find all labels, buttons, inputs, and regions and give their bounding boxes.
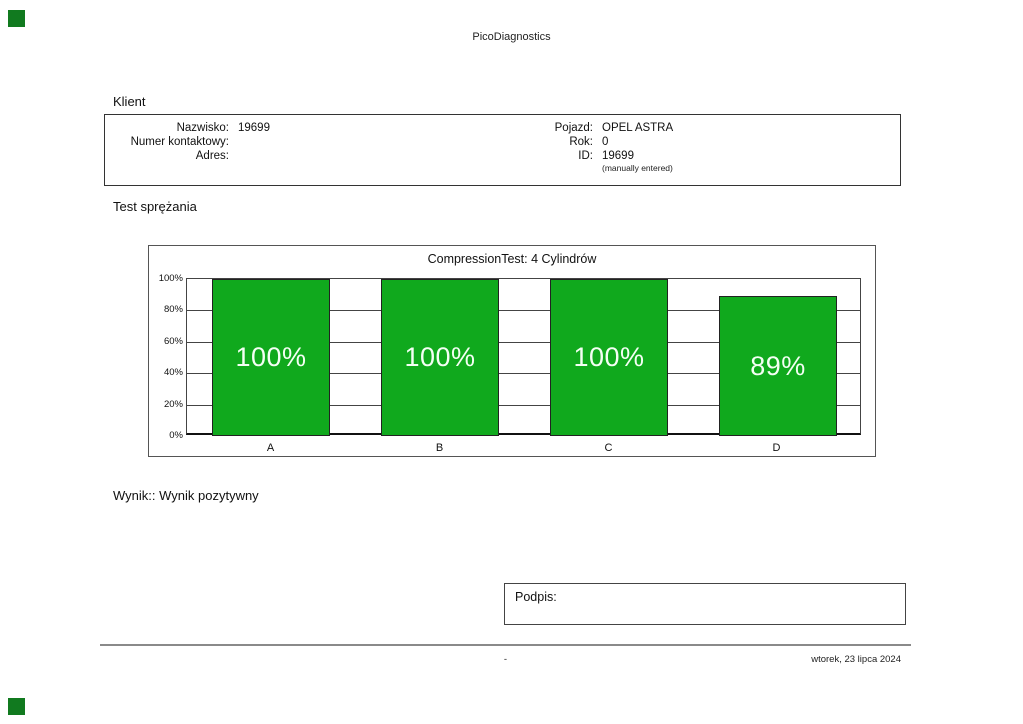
signature-label: Podpis: [515, 590, 557, 604]
result-text: Wynik:: Wynik pozytywny [113, 488, 259, 503]
xtick-label-a: A [266, 442, 275, 454]
field-label: Pojazd: [554, 122, 593, 134]
manually-entered-note: (manually entered) [602, 163, 673, 173]
field-value: 19699 [602, 150, 634, 162]
test-section-heading: Test sprężania [113, 199, 197, 214]
field-label: Rok: [569, 136, 593, 148]
field-value: 0 [602, 136, 609, 148]
field-row-adres: Adres: [105, 149, 525, 163]
report-app-title: PicoDiagnostics [472, 31, 551, 43]
field-row-pojazd: Pojazd: OPEL ASTRA [469, 121, 889, 135]
bar-value-label: 89% [750, 350, 806, 381]
ytick-label: 0% [169, 430, 183, 441]
client-right-fields: Pojazd: OPEL ASTRA Rok: 0 ID: 19699 (man… [469, 121, 889, 174]
chart-gridline [187, 310, 860, 311]
client-info-box: Nazwisko: 19699 Numer kontaktowy: Adres:… [104, 114, 901, 186]
chart-plot-area: 100% 100% 100% 89% [186, 278, 861, 436]
chart-bar-b: 100% [381, 279, 499, 436]
chart-bar-d: 89% [719, 296, 837, 436]
client-section-heading: Klient [113, 94, 146, 109]
chart-gridline [187, 342, 860, 343]
ytick-label: 60% [163, 336, 183, 347]
chart-bar-a: 100% [212, 279, 330, 436]
chart-bar-c: 100% [550, 279, 668, 436]
xtick-label-d: D [772, 442, 781, 454]
chart-gridline [187, 405, 860, 406]
ytick-label: 40% [163, 367, 183, 378]
bar-value-label: 100% [235, 342, 307, 372]
footer-date: wtorek, 23 lipca 2024 [811, 654, 901, 665]
field-row-rok: Rok: 0 [469, 135, 889, 149]
field-row-id: ID: 19699 [469, 149, 889, 163]
field-label: Nazwisko: [176, 122, 229, 134]
xtick-label-c: C [604, 442, 613, 454]
footer-divider [100, 644, 911, 646]
bar-value-label: 100% [404, 342, 476, 372]
ytick-label: 20% [163, 399, 183, 410]
field-value: OPEL ASTRA [602, 122, 674, 134]
ytick-label: 80% [163, 304, 183, 315]
corner-mark-top-icon [8, 10, 25, 27]
field-label: Adres: [195, 150, 229, 162]
field-value: 19699 [238, 122, 270, 134]
client-left-fields: Nazwisko: 19699 Numer kontaktowy: Adres: [105, 121, 525, 163]
signature-box: Podpis: [504, 583, 906, 625]
xtick-label-b: B [435, 442, 444, 454]
chart-gridline [187, 373, 860, 374]
footer-page-marker: - [503, 654, 508, 665]
field-row-nazwisko: Nazwisko: 19699 [105, 121, 525, 135]
corner-mark-bottom-icon [8, 698, 25, 715]
field-row-numer-kontaktowy: Numer kontaktowy: [105, 135, 525, 149]
ytick-label: 100% [158, 273, 183, 284]
bar-value-label: 100% [573, 342, 645, 372]
chart-title: CompressionTest: 4 Cylindrów [427, 252, 597, 266]
compression-test-chart: CompressionTest: 4 Cylindrów 100% 80% 60% 4… [148, 245, 876, 457]
field-label: ID: [578, 150, 593, 162]
field-label: Numer kontaktowy: [130, 136, 229, 148]
